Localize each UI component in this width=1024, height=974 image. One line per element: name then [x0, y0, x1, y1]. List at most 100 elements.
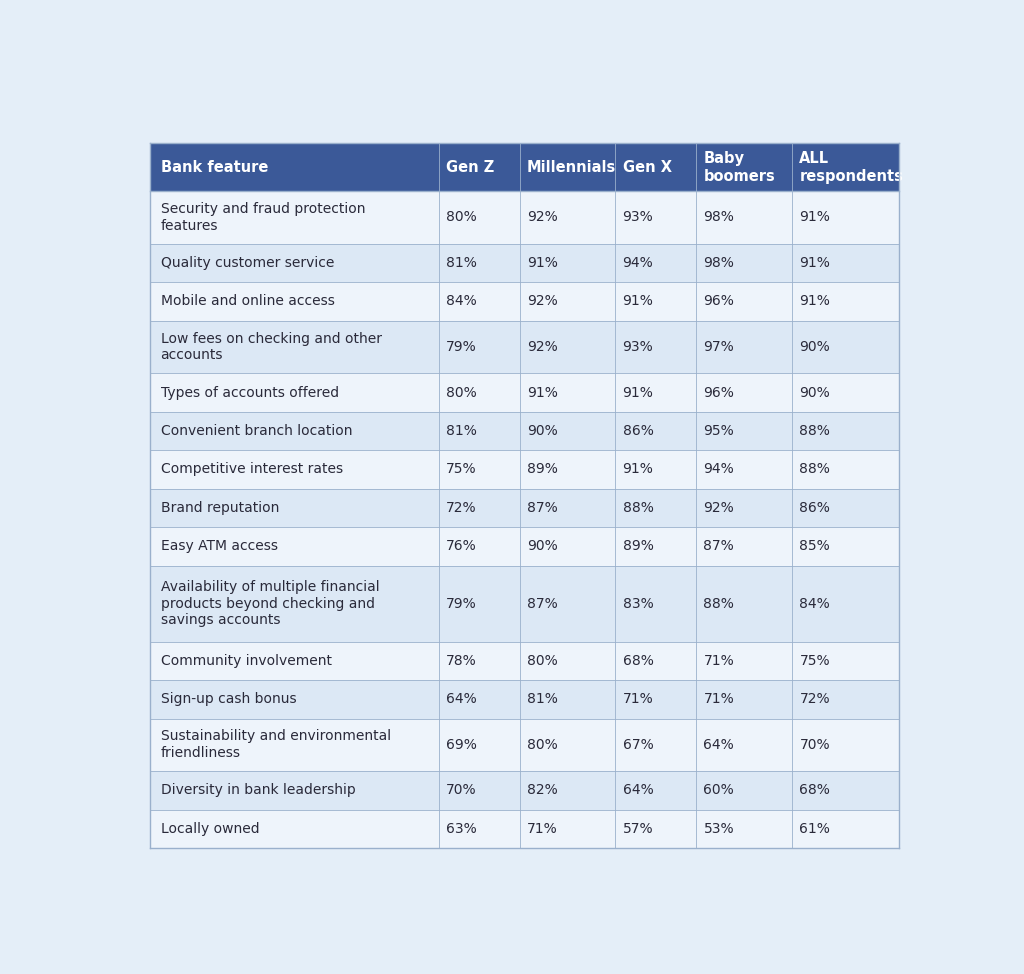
Text: Sustainability and environmental
friendliness: Sustainability and environmental friendl… [161, 730, 391, 761]
Bar [519, 143, 615, 191]
Bar [696, 489, 793, 527]
Bar [519, 412, 615, 450]
Bar [615, 809, 696, 848]
Bar [438, 143, 519, 191]
Bar [696, 771, 793, 809]
Bar [151, 680, 438, 719]
Bar [519, 489, 615, 527]
Text: 97%: 97% [703, 340, 734, 354]
Text: 86%: 86% [800, 501, 830, 515]
Text: Availability of multiple financial
products beyond checking and
savings accounts: Availability of multiple financial produ… [161, 580, 379, 627]
Text: 91%: 91% [526, 386, 558, 399]
Bar [793, 450, 899, 489]
Bar [793, 642, 899, 680]
Bar [438, 450, 519, 489]
Text: 98%: 98% [703, 256, 734, 270]
Text: 82%: 82% [526, 783, 557, 798]
Bar [793, 320, 899, 373]
Text: 88%: 88% [703, 597, 734, 611]
Bar [438, 412, 519, 450]
Text: 81%: 81% [526, 693, 558, 706]
Text: 80%: 80% [445, 386, 476, 399]
Bar [438, 809, 519, 848]
Bar [151, 320, 438, 373]
Text: 81%: 81% [445, 424, 476, 438]
Bar [615, 771, 696, 809]
Text: 60%: 60% [703, 783, 734, 798]
Text: 92%: 92% [703, 501, 734, 515]
Bar [793, 566, 899, 642]
Text: Low fees on checking and other
accounts: Low fees on checking and other accounts [161, 331, 382, 362]
Text: Community involvement: Community involvement [161, 654, 332, 668]
Text: 91%: 91% [800, 256, 830, 270]
Bar [151, 191, 438, 244]
Text: 90%: 90% [526, 540, 557, 553]
Text: 89%: 89% [623, 540, 653, 553]
Text: 90%: 90% [800, 340, 830, 354]
Text: 72%: 72% [800, 693, 830, 706]
Bar [519, 719, 615, 771]
Bar [438, 642, 519, 680]
Bar [615, 680, 696, 719]
Text: 72%: 72% [445, 501, 476, 515]
Text: 91%: 91% [623, 386, 653, 399]
Bar [519, 527, 615, 566]
Text: 88%: 88% [623, 501, 653, 515]
Bar [438, 527, 519, 566]
Bar [615, 373, 696, 412]
Text: 61%: 61% [800, 822, 830, 836]
Bar [151, 642, 438, 680]
Bar [151, 719, 438, 771]
Text: Brand reputation: Brand reputation [161, 501, 279, 515]
Bar [438, 566, 519, 642]
Text: 88%: 88% [800, 463, 830, 476]
Text: 70%: 70% [445, 783, 476, 798]
Bar [151, 143, 438, 191]
Bar [793, 282, 899, 320]
Bar [519, 680, 615, 719]
Text: 87%: 87% [703, 540, 734, 553]
Text: 57%: 57% [623, 822, 653, 836]
Text: 94%: 94% [703, 463, 734, 476]
Text: Mobile and online access: Mobile and online access [161, 294, 335, 309]
Bar [615, 489, 696, 527]
Bar [696, 282, 793, 320]
Text: 80%: 80% [526, 654, 557, 668]
Text: 90%: 90% [526, 424, 557, 438]
Text: 80%: 80% [526, 738, 557, 752]
Text: 95%: 95% [703, 424, 734, 438]
Bar [696, 373, 793, 412]
Bar [793, 719, 899, 771]
Bar [696, 719, 793, 771]
Text: 76%: 76% [445, 540, 476, 553]
Bar [696, 320, 793, 373]
Text: ALL
respondents: ALL respondents [800, 151, 903, 183]
Bar [615, 527, 696, 566]
Bar [696, 412, 793, 450]
Text: 89%: 89% [526, 463, 558, 476]
Bar [615, 244, 696, 282]
Bar [696, 642, 793, 680]
Text: 86%: 86% [623, 424, 653, 438]
Bar [438, 771, 519, 809]
Bar [519, 642, 615, 680]
Text: Baby
boomers: Baby boomers [703, 151, 775, 183]
Text: 67%: 67% [623, 738, 653, 752]
Bar [793, 527, 899, 566]
Bar [151, 527, 438, 566]
Bar [151, 771, 438, 809]
Text: 96%: 96% [703, 386, 734, 399]
Bar [438, 489, 519, 527]
Text: Gen X: Gen X [623, 160, 672, 174]
Text: 71%: 71% [703, 654, 734, 668]
Bar [151, 566, 438, 642]
Text: 92%: 92% [526, 294, 557, 309]
Bar [696, 143, 793, 191]
Bar [519, 566, 615, 642]
Text: 93%: 93% [623, 210, 653, 224]
Text: 78%: 78% [445, 654, 476, 668]
Text: 68%: 68% [800, 783, 830, 798]
Bar [151, 282, 438, 320]
Bar [438, 191, 519, 244]
Bar [438, 373, 519, 412]
